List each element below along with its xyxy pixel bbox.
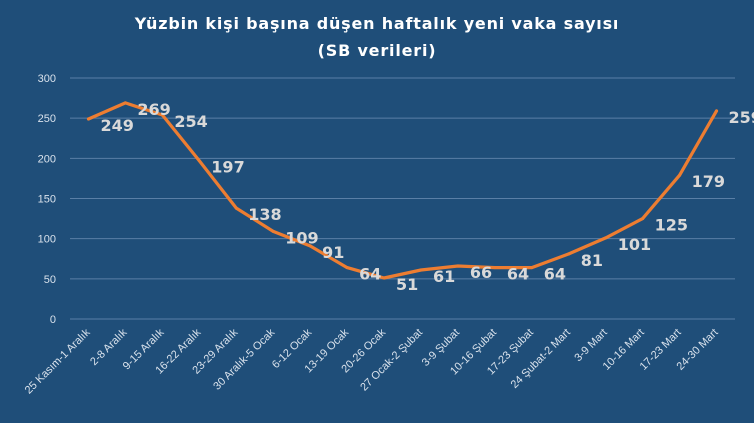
data-label: 64 bbox=[507, 265, 529, 284]
data-label: 81 bbox=[581, 251, 603, 270]
y-axis: 0 50 100 150 200 250 300 bbox=[38, 73, 56, 326]
data-point bbox=[493, 266, 497, 270]
data-label: 125 bbox=[655, 216, 688, 235]
data-label: 179 bbox=[692, 172, 725, 191]
series-cases bbox=[86, 101, 719, 280]
data-point bbox=[604, 236, 608, 240]
data-point bbox=[419, 268, 423, 272]
data-label: 259 bbox=[729, 108, 754, 127]
data-label: 101 bbox=[618, 235, 651, 254]
data-point bbox=[345, 266, 349, 270]
x-tick-label: 3-9 Mart bbox=[572, 327, 609, 364]
y-tick-label: 150 bbox=[38, 194, 56, 206]
data-label: 254 bbox=[174, 112, 207, 131]
y-tick-label: 250 bbox=[38, 113, 56, 125]
data-point bbox=[456, 264, 460, 268]
data-point bbox=[197, 159, 201, 163]
gridlines bbox=[70, 77, 735, 320]
y-tick-label: 0 bbox=[50, 314, 56, 326]
data-label: 66 bbox=[470, 263, 492, 282]
data-point bbox=[160, 113, 164, 117]
data-label: 64 bbox=[359, 265, 381, 284]
y-tick-label: 300 bbox=[38, 73, 56, 85]
chart-subtitle: (SB verileri) bbox=[318, 41, 437, 60]
data-label: 138 bbox=[248, 205, 281, 224]
y-tick-label: 50 bbox=[44, 274, 56, 286]
data-point bbox=[678, 173, 682, 177]
data-point bbox=[86, 117, 90, 121]
data-label: 249 bbox=[100, 116, 133, 135]
data-point bbox=[641, 217, 645, 221]
y-tick-label: 200 bbox=[38, 153, 56, 165]
data-point bbox=[234, 206, 238, 210]
data-point bbox=[271, 229, 275, 233]
data-point bbox=[123, 101, 127, 105]
chart-title: Yüzbin kişi başına düşen haftalık yeni v… bbox=[134, 14, 619, 33]
data-label: 269 bbox=[137, 100, 170, 119]
x-tick-label: 25 Kasım-1 Aralık bbox=[23, 326, 93, 396]
data-label: 51 bbox=[396, 275, 418, 294]
data-label: 91 bbox=[322, 243, 344, 262]
data-label: 109 bbox=[285, 228, 318, 247]
data-label: 197 bbox=[211, 158, 244, 177]
data-point bbox=[308, 244, 312, 248]
data-label: 64 bbox=[544, 265, 566, 284]
data-point bbox=[530, 266, 534, 270]
data-point bbox=[567, 252, 571, 256]
data-label: 61 bbox=[433, 267, 455, 286]
data-point bbox=[382, 276, 386, 280]
y-tick-label: 100 bbox=[38, 234, 56, 246]
data-point bbox=[715, 109, 719, 113]
series-line bbox=[86, 101, 719, 280]
